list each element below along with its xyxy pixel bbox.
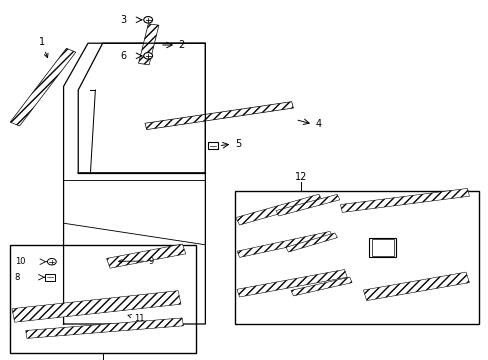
Text: 5: 5 bbox=[234, 139, 241, 149]
Bar bbox=[234, 191, 478, 324]
Text: 4: 4 bbox=[315, 119, 321, 129]
Text: 3: 3 bbox=[120, 15, 126, 25]
Text: 10: 10 bbox=[15, 257, 25, 266]
Text: 2: 2 bbox=[178, 40, 184, 50]
Text: 9: 9 bbox=[119, 256, 154, 265]
Polygon shape bbox=[237, 270, 346, 297]
Polygon shape bbox=[276, 194, 339, 216]
Text: 6: 6 bbox=[120, 51, 126, 61]
Bar bbox=[45, 274, 55, 281]
Bar bbox=[368, 238, 395, 257]
Polygon shape bbox=[235, 194, 322, 225]
Bar bbox=[10, 245, 195, 353]
Polygon shape bbox=[285, 233, 337, 252]
Text: 11: 11 bbox=[128, 314, 144, 323]
Circle shape bbox=[143, 53, 152, 59]
Polygon shape bbox=[290, 277, 351, 296]
Text: 8: 8 bbox=[15, 273, 20, 282]
Polygon shape bbox=[138, 24, 159, 65]
Polygon shape bbox=[10, 48, 76, 126]
Polygon shape bbox=[26, 318, 183, 338]
Polygon shape bbox=[106, 244, 185, 268]
Polygon shape bbox=[63, 43, 205, 324]
Polygon shape bbox=[340, 188, 468, 212]
Polygon shape bbox=[144, 102, 293, 130]
Polygon shape bbox=[363, 272, 468, 301]
Polygon shape bbox=[12, 291, 181, 322]
Text: 12: 12 bbox=[294, 172, 306, 182]
Bar bbox=[371, 239, 393, 256]
Polygon shape bbox=[237, 231, 332, 257]
Circle shape bbox=[47, 258, 56, 265]
Bar bbox=[207, 142, 217, 149]
Circle shape bbox=[143, 17, 152, 23]
Text: 1: 1 bbox=[39, 37, 48, 58]
